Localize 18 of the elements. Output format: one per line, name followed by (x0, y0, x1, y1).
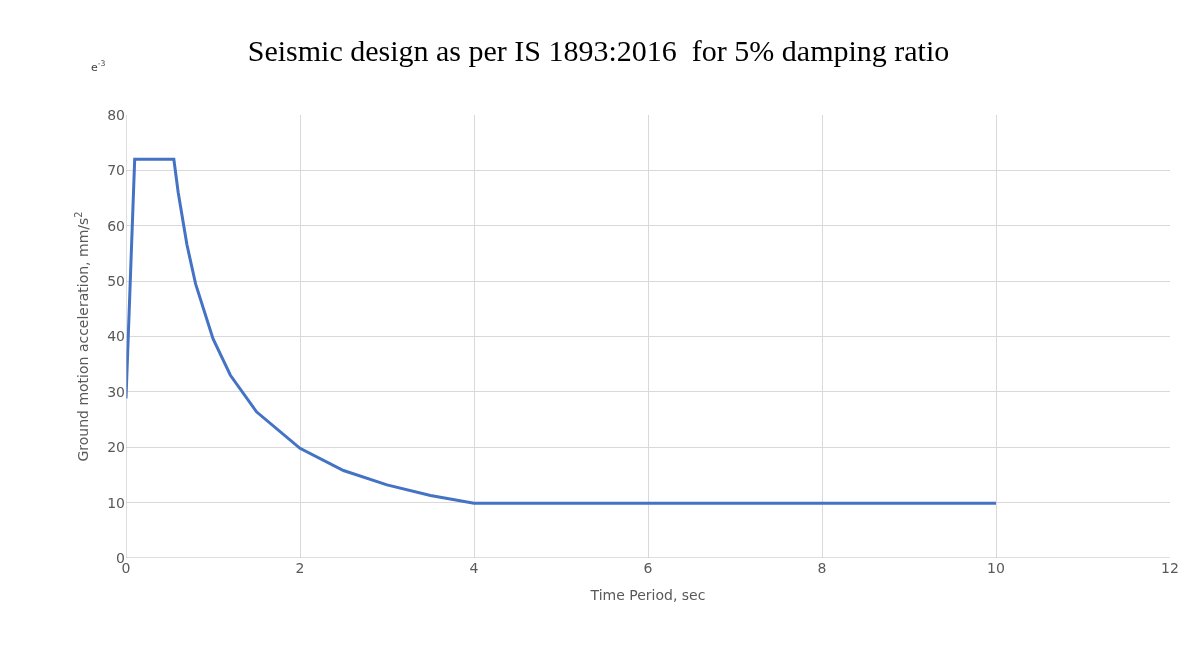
x-tick-label: 4 (469, 560, 479, 576)
y-tick-label: 30 (107, 383, 125, 400)
x-tick-label: 8 (817, 560, 827, 576)
x-tick-label: 12 (1161, 560, 1179, 576)
chart-title: Seismic design as per IS 1893:2016 for 5% damping ratio (247, 34, 950, 68)
y-tick-label: 20 (107, 439, 125, 456)
y-tick-label: 40 (107, 328, 125, 345)
y-tick-label: 80 (107, 106, 125, 123)
x-axis-title: Time Period, sec (589, 587, 706, 604)
line-series (126, 157, 998, 505)
y-tick-label: 70 (107, 162, 125, 179)
y-tick-label: 60 (107, 217, 125, 234)
x-tick-label: 10 (987, 560, 1005, 576)
x-tick-label: 2 (295, 560, 305, 576)
text: e$^{-3}$ (91, 59, 106, 74)
x-tick-label: 6 (643, 560, 653, 576)
y-tick-label: 50 (107, 273, 125, 290)
y-tick-label: 10 (107, 494, 125, 511)
